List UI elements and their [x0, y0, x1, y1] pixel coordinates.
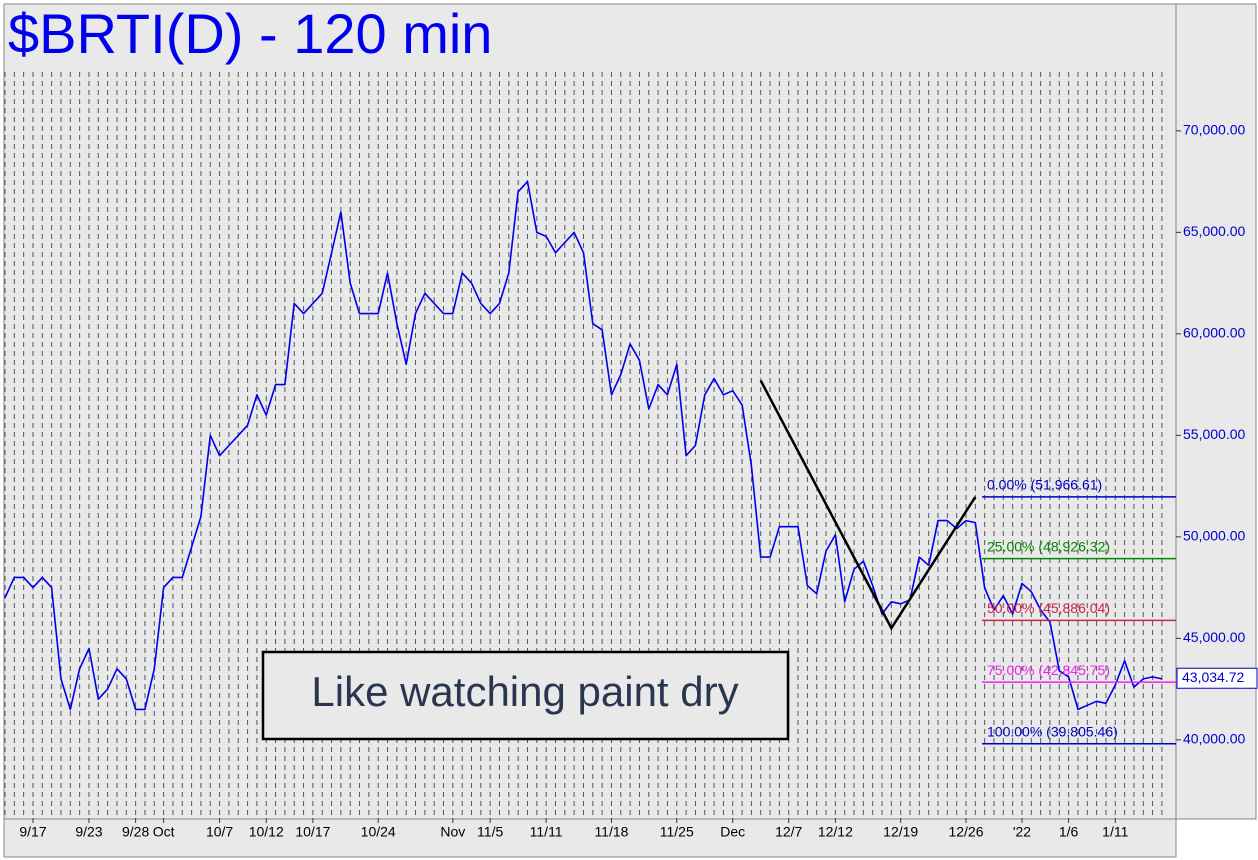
y-tick-label: 65,000.00 [1183, 223, 1245, 239]
x-tick-label: 11/25 [660, 824, 694, 840]
x-tick-label: 11/11 [530, 824, 563, 840]
x-tick-label: 10/17 [295, 824, 330, 840]
x-axis-area [3, 818, 1177, 858]
x-tick-label: 12/19 [883, 824, 918, 840]
pattern-line [759, 379, 977, 631]
annotation: Like watching paint dry [311, 668, 738, 715]
x-tick-label: Dec [720, 824, 745, 840]
x-tick-label: 9/28 [122, 824, 149, 840]
x-tick-label: 12/7 [775, 824, 802, 840]
x-tick-label: 9/23 [75, 824, 102, 840]
x-tick-label: '22 [1013, 824, 1031, 840]
y-tick-label: 40,000.00 [1183, 731, 1245, 747]
y-tick-label: 50,000.00 [1183, 528, 1245, 544]
x-tick-label: 10/7 [206, 824, 233, 840]
last-price-box [1176, 667, 1258, 689]
x-tick-label: 1/6 [1059, 824, 1079, 840]
x-tick-label: 1/11 [1102, 824, 1128, 840]
annotation-box [261, 650, 790, 741]
x-tick-label: 10/24 [361, 824, 396, 840]
fib-label: 75.00% (42,845.75) [987, 662, 1110, 678]
y-tick-label: 70,000.00 [1183, 122, 1245, 138]
y-tick-label: 45,000.00 [1183, 629, 1245, 645]
x-tick-label: Oct [153, 824, 175, 840]
fib-label: 0.00% (51,966.61) [987, 477, 1102, 493]
price-line [4, 180, 1163, 711]
chart-title: $BRTI(D) - 120 min [8, 2, 492, 65]
y-tick-label: 55,000.00 [1183, 426, 1245, 442]
x-tick-label: 11/18 [594, 824, 628, 840]
x-tick-label: 12/26 [948, 824, 983, 840]
x-tick-label: 10/12 [249, 824, 284, 840]
fib-label: 100.00% (39,805.46) [987, 723, 1118, 739]
last-price-label: 43,034.72 [1182, 669, 1244, 685]
x-tick-label: Nov [440, 824, 465, 840]
fib-label: 25.00% (48,926.32) [987, 538, 1110, 554]
fib-label: 50.00% (45,886.04) [987, 600, 1110, 616]
marks: 0.00% (51,966.61) 25.00% (48,926.32) 50.00… [4, 180, 1176, 745]
x-tick-label: 12/12 [818, 824, 853, 840]
x-tick-label: 9/17 [19, 824, 46, 840]
y-tick-label: 60,000.00 [1183, 325, 1245, 341]
x-tick-label: 11/5 [477, 824, 503, 840]
